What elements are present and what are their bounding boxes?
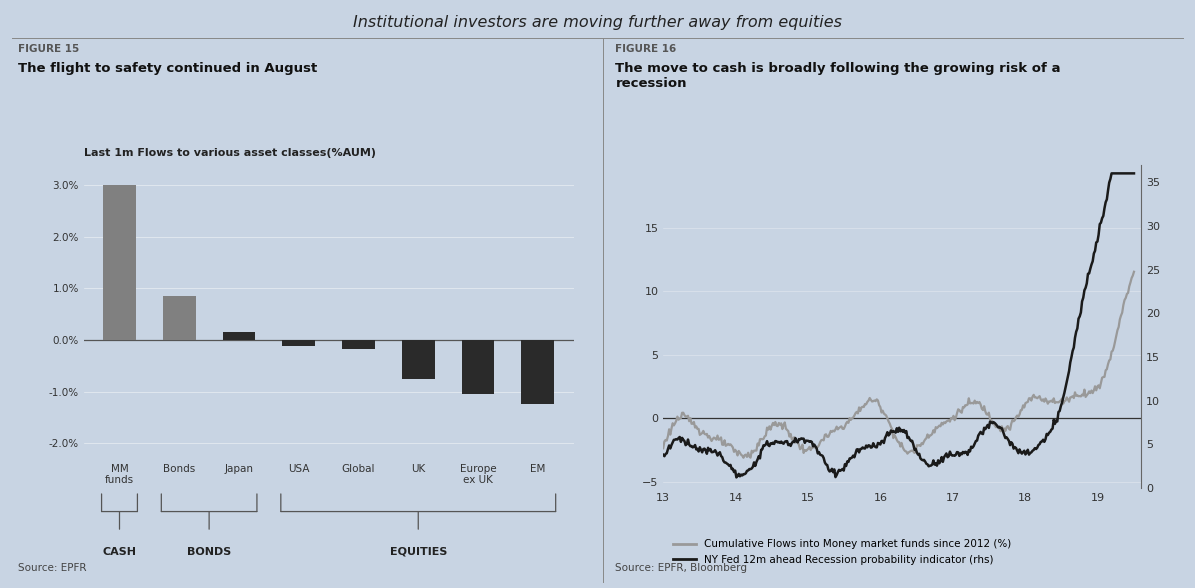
Text: The flight to safety continued in August: The flight to safety continued in August [18, 62, 317, 75]
Bar [282, 340, 315, 346]
Bar [103, 185, 136, 340]
Text: CASH: CASH [103, 547, 136, 557]
Bar [521, 340, 554, 405]
Text: Source: EPFR: Source: EPFR [18, 563, 86, 573]
Text: FIGURE 16: FIGURE 16 [615, 44, 676, 54]
Bar [222, 332, 256, 340]
Bar [461, 340, 495, 394]
Text: Institutional investors are moving further away from equities: Institutional investors are moving furth… [353, 15, 842, 30]
Text: Source: EPFR, Bloomberg: Source: EPFR, Bloomberg [615, 563, 747, 573]
Bar [342, 340, 375, 349]
Legend: Cumulative Flows into Money market funds since 2012 (%), NY Fed 12m ahead Recess: Cumulative Flows into Money market funds… [668, 535, 1016, 569]
Text: BONDS: BONDS [186, 547, 232, 557]
Bar [402, 340, 435, 379]
Text: FIGURE 15: FIGURE 15 [18, 44, 79, 54]
Text: Last 1m Flows to various asset classes(%AUM): Last 1m Flows to various asset classes(%… [84, 148, 375, 158]
Bar [163, 296, 196, 340]
Text: EQUITIES: EQUITIES [390, 547, 447, 557]
Text: The move to cash is broadly following the growing risk of a
recession: The move to cash is broadly following th… [615, 62, 1061, 90]
